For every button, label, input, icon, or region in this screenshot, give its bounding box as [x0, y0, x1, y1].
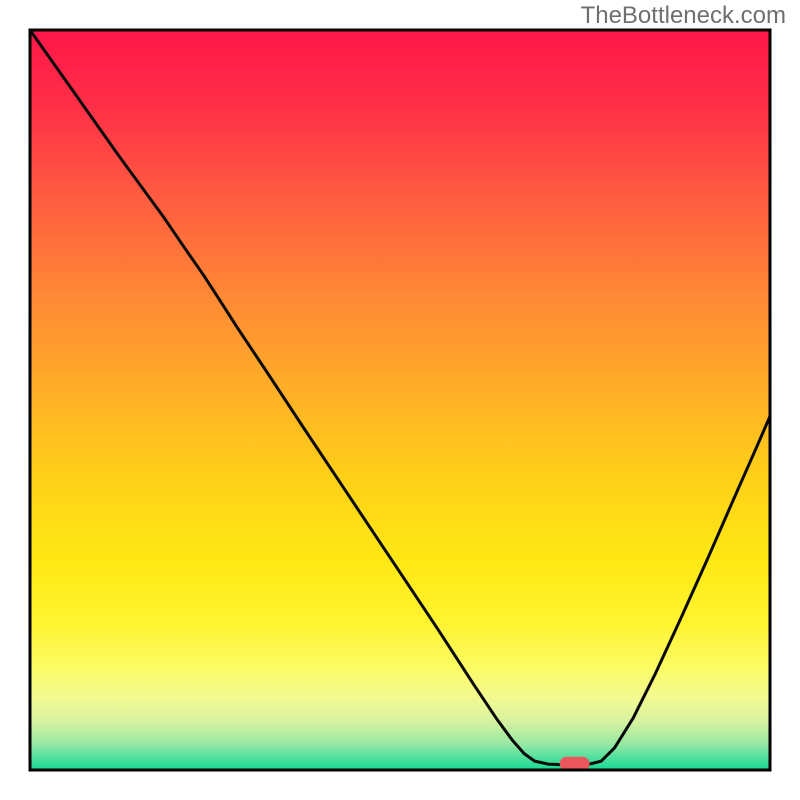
chart-container: { "watermark": { "text": "TheBottleneck.… [0, 0, 800, 800]
watermark-text: TheBottleneck.com [581, 2, 786, 30]
bottleneck-chart [0, 0, 800, 800]
gradient-background [30, 30, 770, 770]
